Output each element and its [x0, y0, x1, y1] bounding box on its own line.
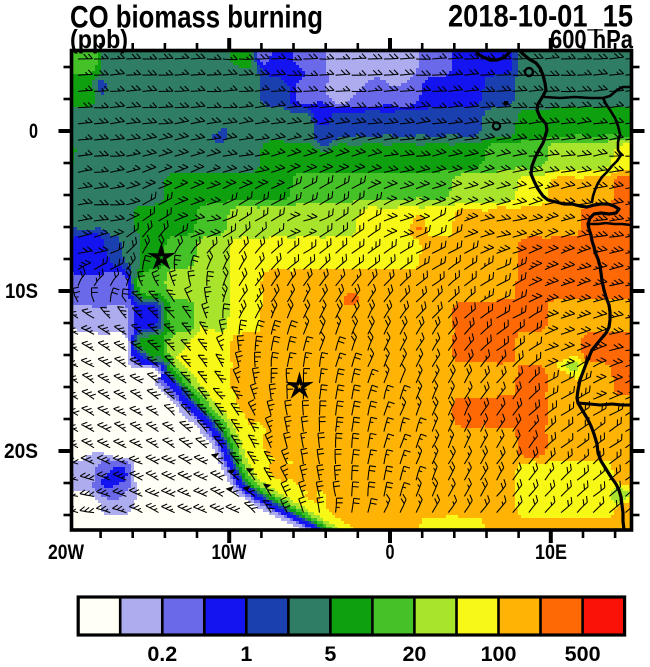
svg-text:1: 1 [240, 642, 252, 666]
svg-text:10W: 10W [212, 540, 248, 564]
svg-text:0.2: 0.2 [147, 642, 177, 666]
svg-text:(ppb): (ppb) [70, 24, 128, 54]
svg-text:2018-10-01_15: 2018-10-01_15 [448, 0, 633, 34]
svg-text:20: 20 [402, 642, 426, 666]
svg-text:600 hPa: 600 hPa [550, 24, 633, 54]
svg-text:10E: 10E [535, 540, 567, 564]
svg-text:10S: 10S [5, 279, 38, 303]
svg-text:20S: 20S [4, 439, 38, 463]
svg-text:5: 5 [324, 642, 336, 666]
svg-text:20W: 20W [48, 540, 85, 564]
svg-text:500: 500 [565, 642, 601, 666]
svg-text:CO biomass burning: CO biomass burning [70, 0, 323, 35]
svg-text:0: 0 [386, 540, 395, 564]
svg-text:0: 0 [29, 119, 38, 143]
svg-text:100: 100 [481, 642, 517, 666]
